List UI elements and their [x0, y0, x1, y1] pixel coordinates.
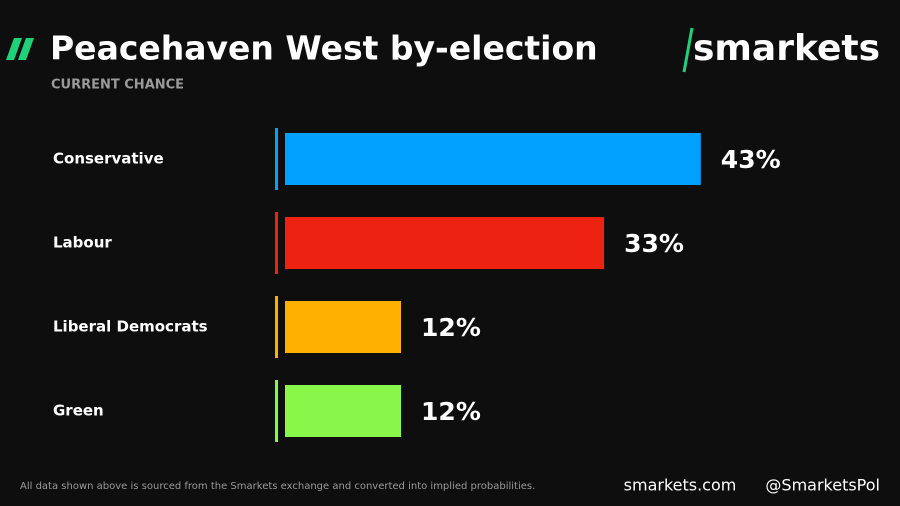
website: smarkets.com — [624, 476, 737, 495]
bar-marker — [275, 296, 278, 358]
bar — [285, 385, 402, 437]
footnote: All data shown above is sourced from the… — [20, 481, 535, 492]
brand-stripes — [6, 38, 34, 60]
bar — [285, 301, 402, 353]
bar-marker — [275, 128, 278, 190]
value-label: 43% — [721, 145, 781, 174]
category-label: Green — [53, 402, 104, 420]
value-label: 33% — [624, 229, 684, 258]
chart-title: Peacehaven West by-election — [50, 29, 598, 68]
category-label: Conservative — [53, 150, 164, 168]
bar — [285, 217, 605, 269]
bar-marker — [275, 212, 278, 274]
bar-marker — [275, 380, 278, 442]
value-label: 12% — [421, 397, 481, 426]
logo: smarkets — [693, 28, 880, 69]
handle: @SmarketsPol — [765, 476, 880, 495]
bar — [285, 133, 701, 185]
category-label: Labour — [53, 234, 112, 252]
category-label: Liberal Democrats — [53, 318, 208, 336]
value-label: 12% — [421, 313, 481, 342]
chart-subtitle: CURRENT CHANCE — [51, 78, 184, 93]
logo-slash — [682, 27, 694, 73]
